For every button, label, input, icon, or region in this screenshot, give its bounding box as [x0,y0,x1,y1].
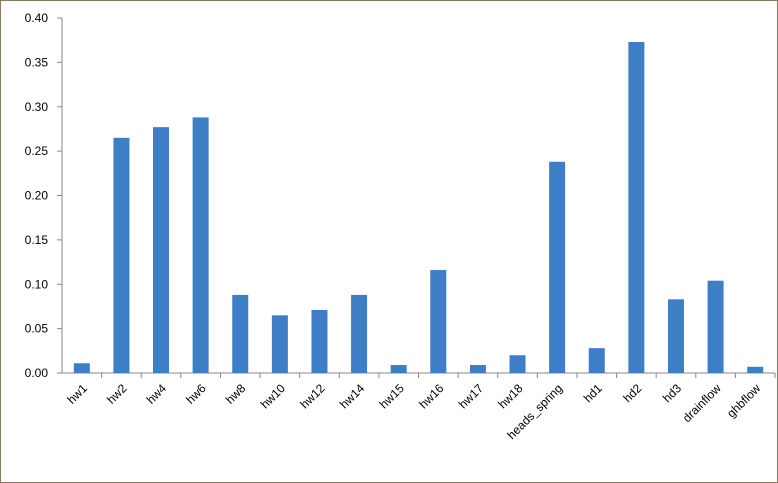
bar [509,355,526,373]
bar [747,366,764,373]
bar [628,41,645,374]
y-tick-label: 0.30 [25,100,49,114]
y-tick-label: 0.15 [25,233,49,247]
bar [351,294,368,373]
y-tick-label: 0.35 [25,55,49,69]
bar [192,117,209,374]
y-tick-label: 0.25 [25,144,49,158]
bar [73,363,90,373]
y-tick-label: 0.20 [25,189,49,203]
y-tick-label: 0.05 [25,322,49,336]
bar [667,299,684,373]
y-tick-label: 0.00 [25,366,49,380]
bar [469,365,486,373]
y-tick-label: 0.10 [25,277,49,291]
bar [311,309,328,373]
bar [390,365,407,373]
bar [232,294,249,373]
bar [430,270,447,373]
bar [549,161,566,373]
y-tick-label: 0.40 [25,11,49,25]
bar [271,315,288,373]
bar [588,348,605,373]
bar [707,280,724,373]
bar [113,137,130,373]
bar [153,127,170,373]
